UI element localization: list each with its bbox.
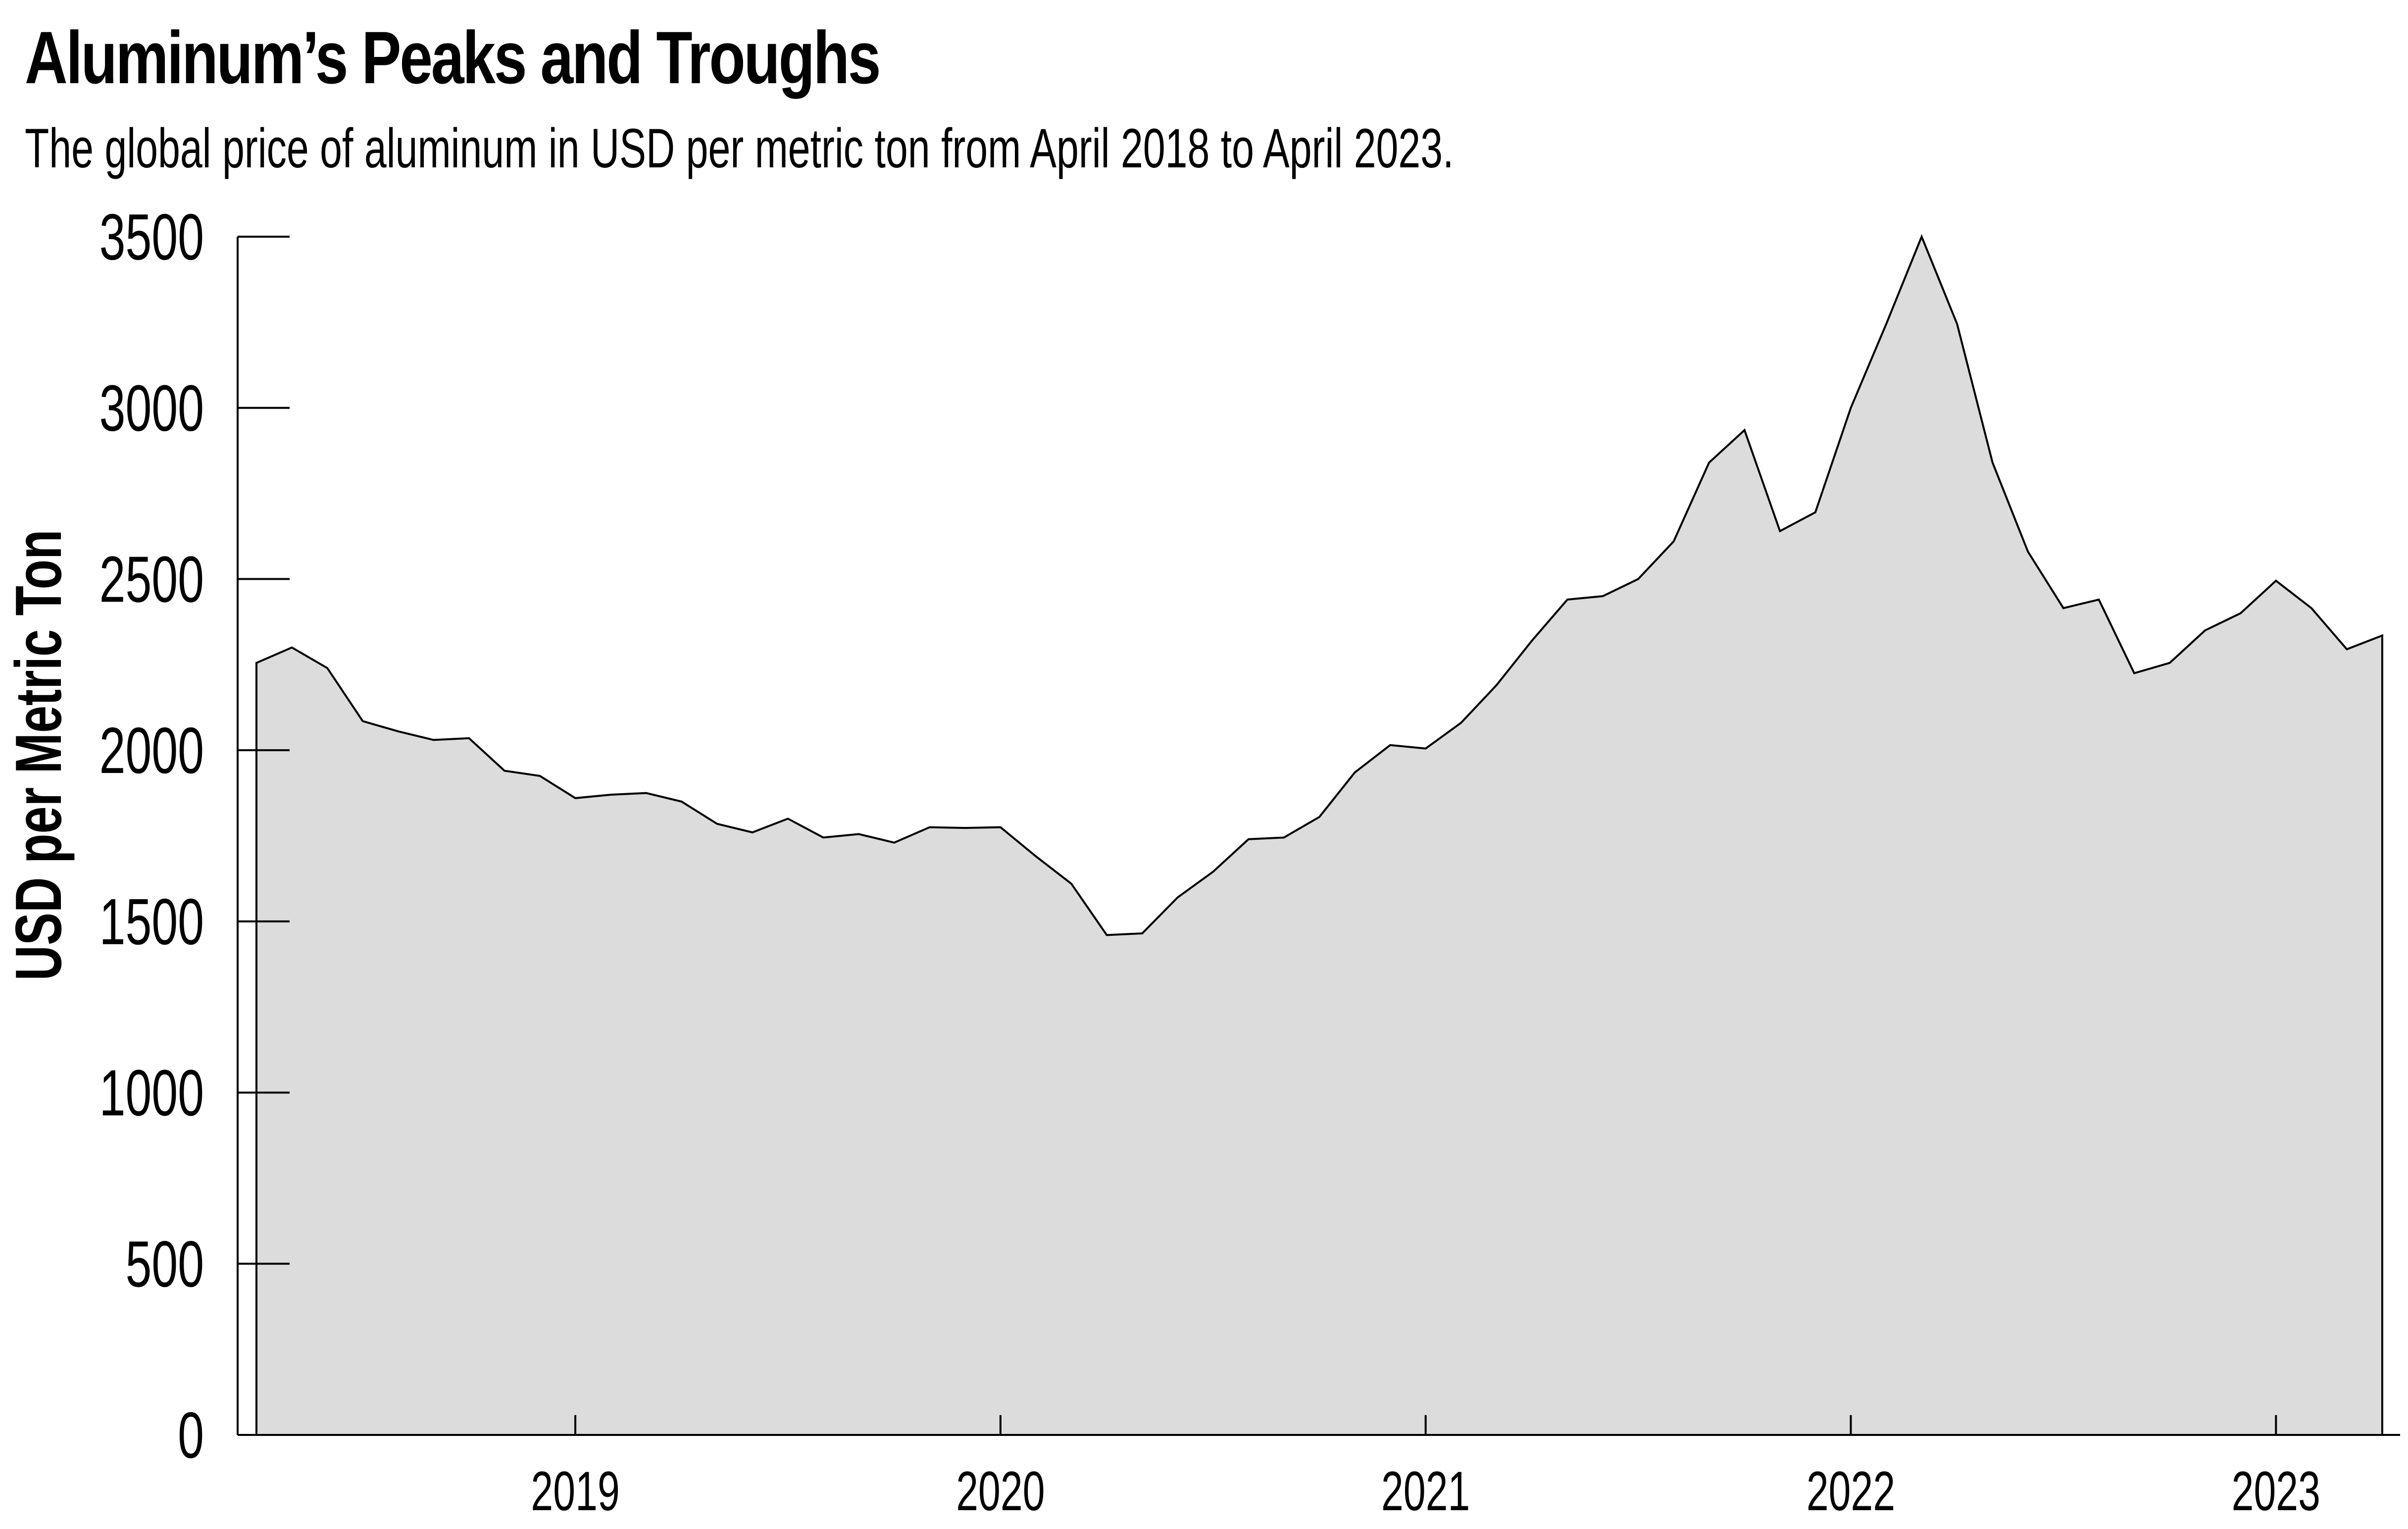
x-tick-label: 2022: [1806, 1460, 1895, 1522]
y-tick-label: 3000: [100, 372, 204, 445]
chart-title: Aluminum’s Peaks and Troughs: [25, 16, 881, 99]
x-tick-label: 2020: [956, 1460, 1045, 1522]
y-tick-label: 1000: [100, 1057, 204, 1129]
plot-area: [255, 234, 2383, 1435]
y-tick-label: 2000: [100, 714, 204, 787]
y-tick-label: 2500: [100, 543, 204, 616]
y-tick-label: 3500: [100, 201, 204, 274]
y-tick-label: 0: [178, 1399, 204, 1472]
area-fill: [256, 237, 2382, 1435]
y-tick-label: 1500: [100, 886, 204, 959]
x-tick-label: 2023: [2232, 1460, 2320, 1522]
x-tick-label: 2019: [531, 1460, 619, 1522]
x-tick-label: 2021: [1381, 1460, 1470, 1522]
y-axis-label: USD per Metric Ton: [1, 529, 75, 980]
chart-subtitle: The global price of aluminum in USD per …: [25, 117, 1454, 179]
axes: 0 500 1000 1500 2000 2500 3000 3500 2019 2020 2021…: [100, 201, 2400, 1522]
series-line: [255, 234, 2383, 1435]
y-tick-label: 500: [125, 1228, 204, 1301]
